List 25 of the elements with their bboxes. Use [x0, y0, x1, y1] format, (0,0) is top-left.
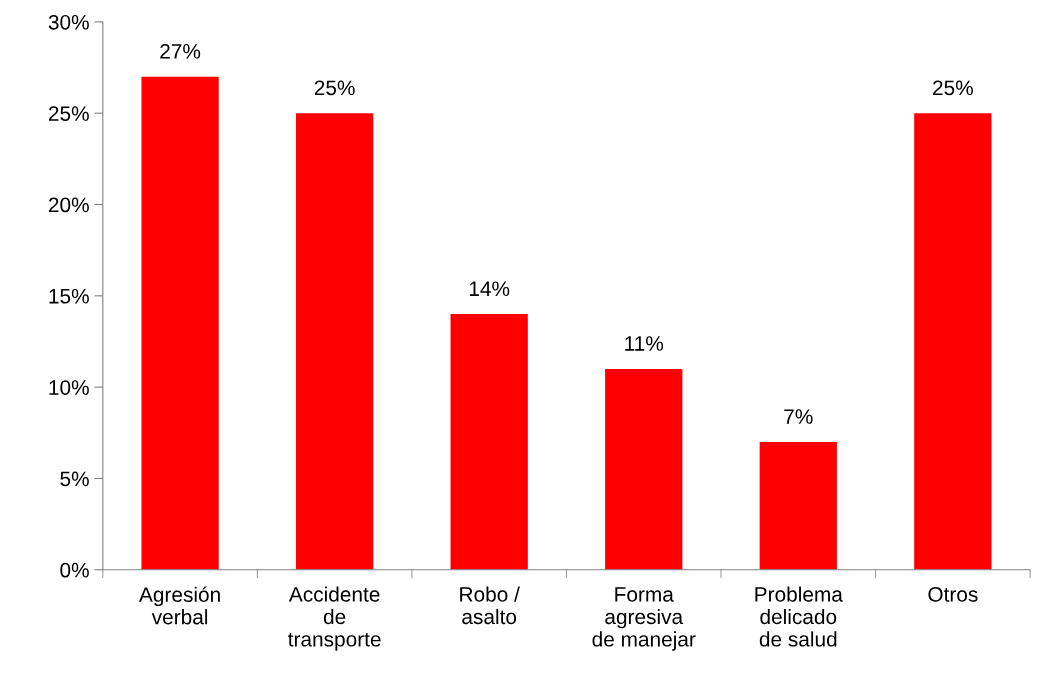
data-label: 25%: [933, 80, 973, 96]
bar: [605, 368, 683, 570]
bar: [759, 441, 837, 570]
x-tick-label: Forma agresiva de manejar: [592, 587, 696, 651]
data-label: 25%: [314, 80, 355, 96]
y-tick-label: 5%: [60, 471, 89, 487]
data-label: 14%: [469, 281, 510, 296]
bar: [450, 314, 528, 570]
x-tick-label: Problema delicado de salud: [755, 586, 843, 647]
x-tick-label: Agresión verbal: [139, 586, 220, 625]
x-tick-label: Otros: [928, 586, 978, 602]
x-tick-label: Robo / asalto: [460, 586, 520, 625]
data-label: 27%: [160, 43, 201, 59]
data-label: 11%: [625, 336, 664, 351]
y-tick-label: 30%: [48, 14, 89, 30]
y-tick-label: 15%: [49, 288, 89, 304]
bar: [295, 113, 374, 570]
x-tick-label: Accidente de transporte: [288, 586, 381, 651]
y-tick-label: 10%: [49, 380, 89, 395]
data-label: 7%: [784, 409, 813, 424]
bar: [914, 113, 992, 570]
bar: [141, 76, 219, 570]
y-tick-label: 25%: [48, 106, 89, 121]
y-tick-label: 20%: [48, 197, 89, 213]
y-tick-label: 0%: [60, 562, 89, 578]
